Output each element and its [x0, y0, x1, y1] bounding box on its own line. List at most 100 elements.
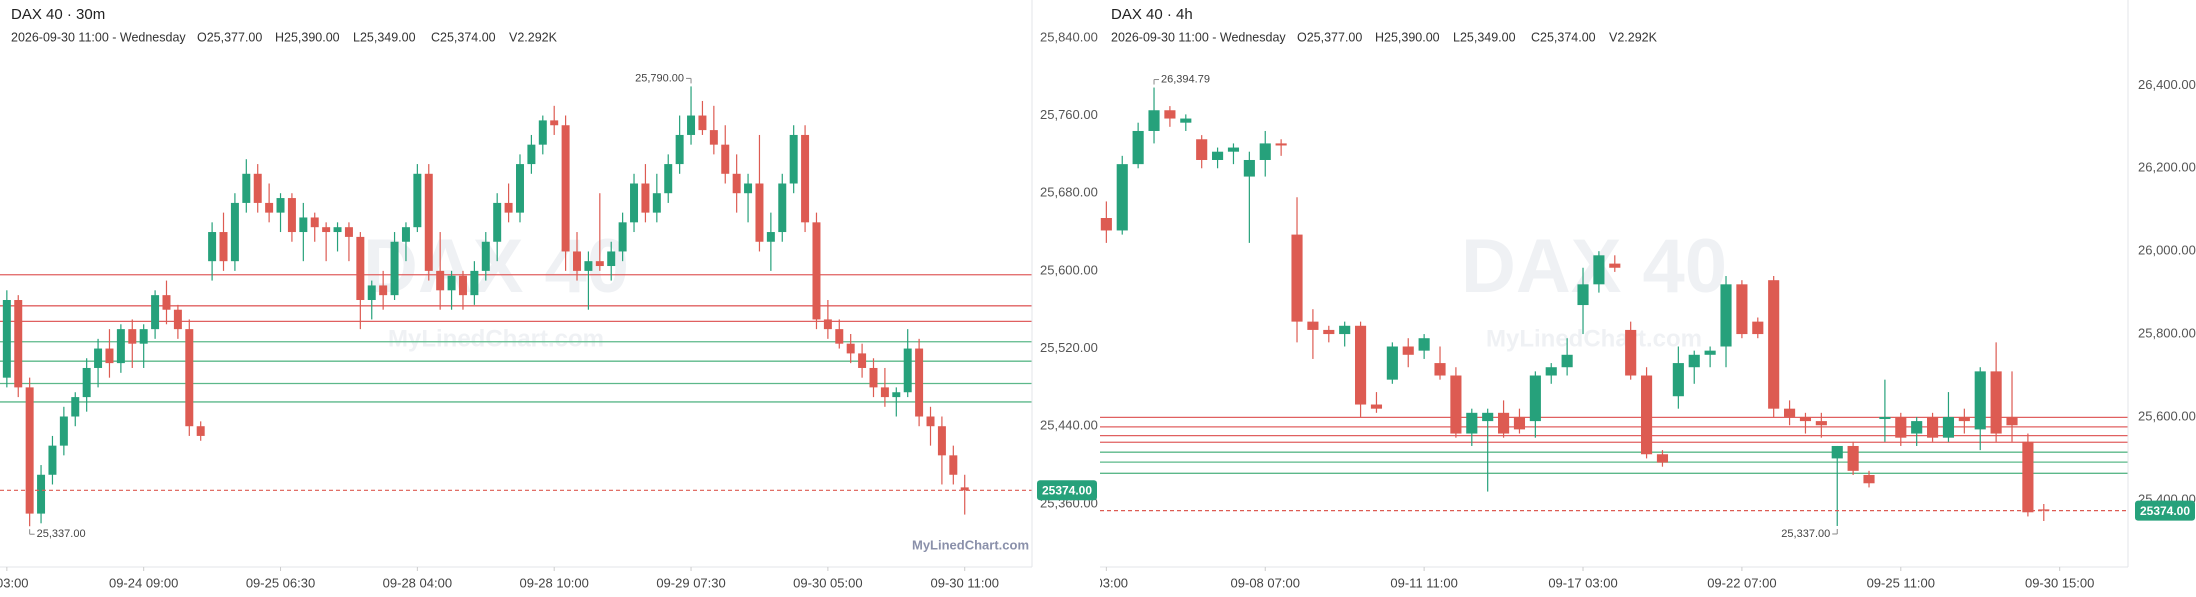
candle-body — [641, 183, 650, 213]
candle-body — [71, 397, 80, 417]
candle-body — [903, 348, 912, 393]
candle-body — [744, 183, 753, 194]
x-tick-label: 09-30 15:00 — [2025, 575, 2094, 590]
candle-body — [516, 164, 524, 213]
y-tick-label: 25,800.00 — [2138, 326, 2196, 341]
candle-body — [846, 343, 855, 354]
candle-body — [390, 241, 399, 296]
y-tick-label: 25,840.00 — [1040, 29, 1098, 44]
candle-body — [139, 329, 148, 344]
candle-body — [1196, 139, 1208, 160]
candle-body — [1291, 234, 1303, 322]
candle-body — [94, 348, 103, 368]
candle-body — [1259, 143, 1271, 160]
candle-body — [664, 164, 673, 194]
candle-body — [675, 134, 684, 165]
candle-body — [287, 198, 296, 233]
extreme-label: 25,790.00 — [635, 72, 684, 84]
candle-body — [1132, 130, 1144, 165]
candle-body — [25, 387, 34, 514]
candle-body — [1386, 346, 1398, 380]
candle-body — [1482, 412, 1494, 422]
candle-body — [618, 222, 627, 252]
candle-body — [915, 348, 924, 417]
candle-body — [1958, 416, 1970, 422]
y-tick-label: 26,200.00 — [2138, 160, 2196, 175]
candle-body — [242, 173, 251, 203]
ohlc-stat: L25,349.00 — [353, 30, 416, 44]
candle-body — [1831, 445, 1843, 459]
y-tick-label: 25,520.00 — [1040, 340, 1098, 355]
candle-body — [698, 115, 707, 131]
candle-body — [1641, 375, 1653, 455]
ohlc-stat: V2.292K — [1609, 30, 1658, 44]
watermark-sub: MyLinedChart.com — [1486, 325, 1702, 352]
candle-body — [1307, 321, 1319, 330]
candle-body — [595, 261, 604, 267]
candle-body — [1815, 421, 1827, 426]
candle-body — [538, 120, 547, 145]
x-tick-label: 09-22 07:00 — [1707, 575, 1776, 590]
candle-body — [356, 236, 365, 301]
extreme-label: 26,394.79 — [1161, 73, 1210, 85]
candle-body — [1164, 110, 1176, 119]
candle-body — [105, 348, 114, 364]
candle-body — [1704, 350, 1716, 355]
candle-body — [584, 261, 593, 271]
y-tick-label: 25,440.00 — [1040, 418, 1098, 433]
date-label: 2026-09-30 11:00 - Wednesday — [11, 30, 186, 44]
last-price-label: 25374.00 — [2140, 504, 2190, 518]
candle-body — [493, 202, 502, 242]
ohlc-stat: O25,377.00 — [1297, 30, 1362, 44]
candle-body — [162, 295, 171, 310]
candle-body — [550, 120, 559, 126]
candle-body — [607, 251, 616, 267]
candle-body — [344, 227, 353, 237]
ohlc-stat: C25,374.00 — [431, 30, 496, 44]
candle-body — [1339, 325, 1351, 335]
y-tick-label: 26,000.00 — [2138, 243, 2196, 258]
last-price-tag — [1037, 480, 1097, 501]
candle-body — [1879, 416, 1891, 420]
y-tick-label: 25,600.00 — [2138, 408, 2196, 423]
candle-body — [766, 232, 775, 242]
last-price-label: 25374.00 — [1042, 483, 1092, 497]
candle-body — [1418, 338, 1430, 351]
candle-body — [379, 285, 388, 296]
candle-body — [687, 115, 696, 135]
x-tick-label: 09-17 03:00 — [1548, 575, 1617, 590]
candle-body — [401, 227, 410, 242]
candle-body — [858, 353, 867, 368]
x-axis: 4 03:00 09-24 09:00 09-25 06:30 09-28 04:00… — [0, 567, 999, 590]
candle-body — [892, 392, 901, 398]
candle-body — [1688, 354, 1700, 368]
y-tick-label: 26,400.00 — [2138, 77, 2196, 92]
candle-body — [778, 183, 787, 233]
candle-body — [1609, 263, 1621, 268]
chart-title: DAX 40 · 4h — [1111, 6, 1193, 23]
candle-body — [436, 270, 445, 291]
ohlc-stat: L25,349.00 — [1453, 30, 1516, 44]
candle-body — [504, 202, 513, 213]
candle-body — [1784, 408, 1796, 417]
candle-body — [527, 144, 536, 165]
candle-body — [755, 183, 764, 242]
candle-body — [59, 416, 68, 446]
candle-body — [1323, 329, 1335, 335]
candle-body — [230, 202, 239, 262]
candle-body — [310, 217, 319, 228]
candle-body — [926, 416, 935, 427]
x-tick-label: 09-08 07:00 — [1231, 575, 1300, 590]
y-tick-label: 25,760.00 — [1040, 107, 1098, 122]
candle-body — [1863, 474, 1875, 484]
candle-body — [265, 202, 274, 213]
candle-body — [2, 300, 11, 378]
x-tick-label: 09-11 11:00 — [1390, 575, 1457, 590]
candle-body — [1799, 416, 1812, 422]
candle-body — [1148, 110, 1160, 131]
candle-body — [219, 232, 228, 262]
candle-body — [1402, 346, 1414, 355]
candle-body — [1275, 143, 1287, 146]
